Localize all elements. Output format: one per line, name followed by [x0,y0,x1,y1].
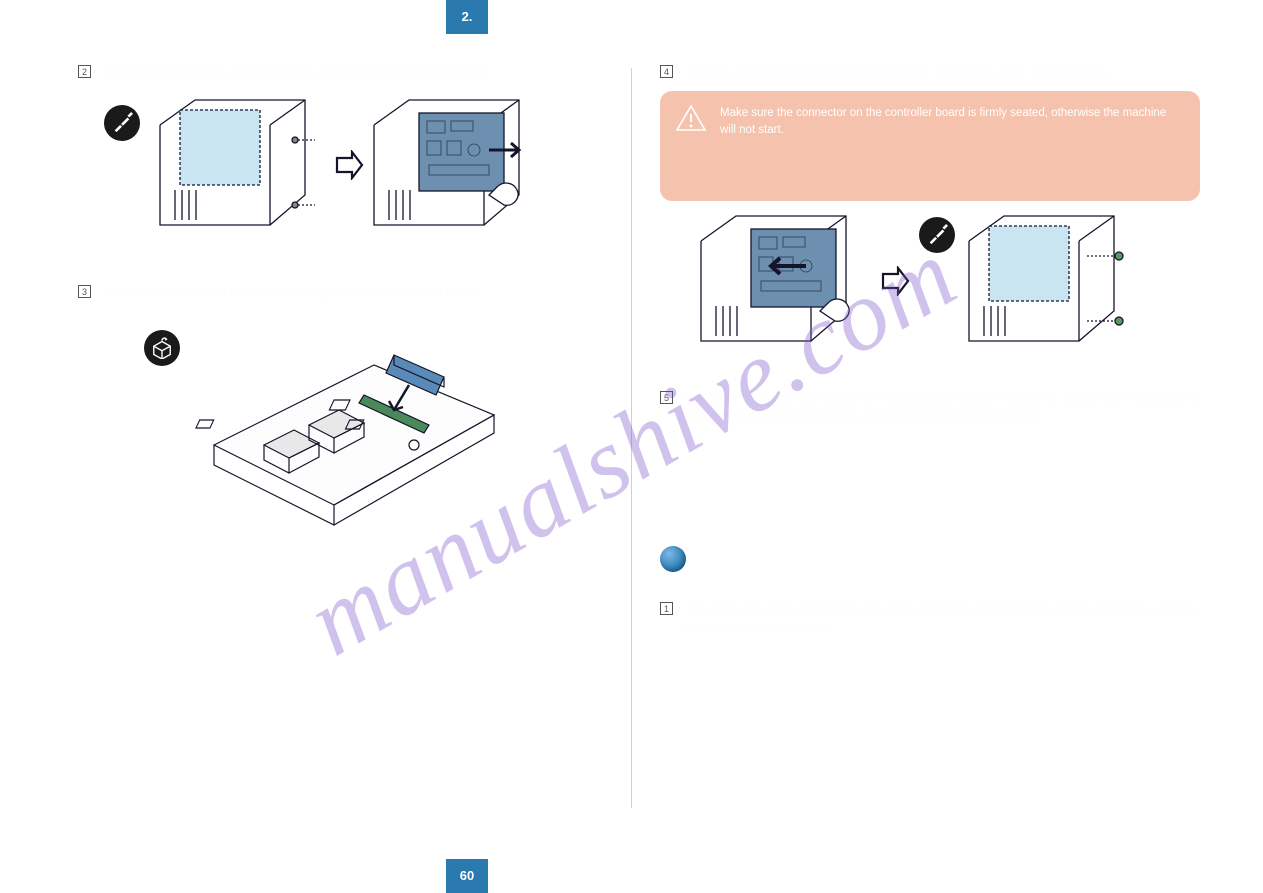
step-text: Take out a new SD card from its plastic … [104,285,618,303]
column-divider [631,68,632,808]
section-heading: Checking installed options [696,546,1200,572]
step-text: Remove the two screws, then pull out the… [104,65,618,83]
screwdriver-icon [104,105,140,141]
printer-illustration-unscrewed [150,95,330,240]
step-number: 4 [660,65,673,78]
printer-illustration-secured [959,211,1139,356]
section-heading-row: Checking installed options [660,546,1200,572]
step-text: Reconnect the power cord and all other c… [686,391,1200,427]
printer-illustration-board-insert [696,211,876,356]
step-number: 1 [660,602,673,615]
step-3-figure [104,315,618,555]
step-text: Push the controller board back into the … [686,65,1200,83]
page-header: 2. Subject to change [0,0,1263,34]
step-5: 5 Reconnect the power cord and all other… [660,391,1200,427]
step-4: 4 Push the controller board back into th… [660,65,1200,361]
caution-text: Make sure the connector on the controlle… [720,105,1182,140]
warning-icon [676,105,706,131]
screwdriver-icon [919,217,955,253]
step-4-figure [686,211,1200,361]
printer-illustration-board-removed [369,95,549,240]
step-2: 2 Remove the two screws, then pull out t… [78,65,618,245]
sequence-arrow-icon [880,266,910,301]
step-2-figure [104,95,618,245]
page-number-box: 60 [446,859,488,893]
step-number: 5 [660,391,673,404]
step-1b: 1 Access the machine's embedded web serv… [660,602,1200,638]
unpack-icon [144,330,180,366]
step-3: 3 Take out a new SD card from its plasti… [78,285,618,555]
chapter-number-box: 2. [446,0,488,34]
section-bullet-icon [660,546,686,572]
step-number: 2 [78,65,91,78]
step-number: 3 [78,285,91,298]
sequence-arrow-icon [334,150,364,185]
controller-board-illustration [194,325,514,545]
caution-callout: Make sure the connector on the controlle… [660,91,1200,201]
page-title: Subject to change [500,8,612,24]
step-text: Access the machine's embedded web servic… [686,602,1200,638]
right-column: 4 Push the controller board back into th… [660,65,1200,668]
left-column: 2 Remove the two screws, then pull out t… [78,65,618,585]
